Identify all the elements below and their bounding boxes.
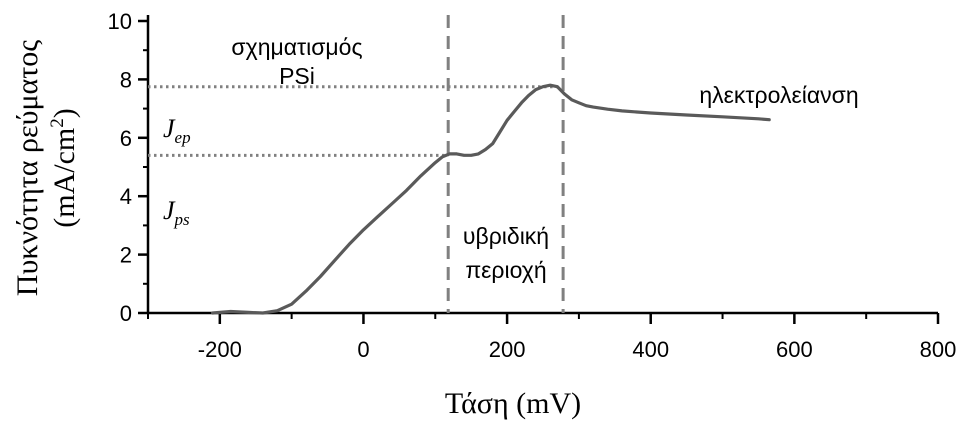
x-tick-label: 800 bbox=[920, 337, 957, 362]
annotation-hybrid-region-line2: περιοχή bbox=[465, 257, 546, 283]
y-tick-label: 8 bbox=[120, 67, 132, 92]
x-tick-label: 600 bbox=[776, 337, 813, 362]
y-tick-label: 4 bbox=[120, 184, 132, 209]
annotation-psi-formation-line2: PSi bbox=[279, 63, 315, 89]
guide-lines bbox=[148, 15, 565, 313]
y-tick-label: 10 bbox=[108, 9, 132, 34]
x-tick-label: 0 bbox=[357, 337, 369, 362]
y-axis-title-line1: Πυκνότητα ρεύματος bbox=[11, 40, 44, 296]
series-group bbox=[211, 83, 771, 315]
x-tick-label: 400 bbox=[632, 337, 669, 362]
x-tick-label: 200 bbox=[489, 337, 526, 362]
current-density-series-line bbox=[211, 83, 771, 315]
x-axis-title: Τάση (mV) bbox=[445, 387, 581, 420]
annotation-hybrid-region-line1: υβριδική bbox=[463, 223, 549, 249]
y-axis-title-line2: (mA/cm2) bbox=[47, 108, 81, 227]
y-tick-label: 6 bbox=[120, 126, 132, 151]
y-tick-label: 2 bbox=[120, 243, 132, 268]
annotation-electropolishing: ηλεκτρολείανση bbox=[699, 82, 858, 108]
j-ep-label: Jep bbox=[163, 114, 191, 147]
annotation-psi-formation-line1: σχηματισμός bbox=[231, 34, 362, 60]
x-tick-label: -200 bbox=[198, 337, 242, 362]
j-ps-label: Jps bbox=[163, 196, 190, 229]
y-tick-label: 0 bbox=[120, 301, 132, 326]
axis-ticks: -200 0 200 400 600 800 0 2 4 6 8 10 bbox=[108, 9, 957, 362]
